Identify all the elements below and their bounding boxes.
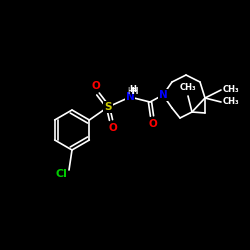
Text: N: N: [159, 90, 168, 100]
Text: H: H: [132, 86, 138, 96]
Text: N: N: [126, 92, 134, 102]
Text: CH₃: CH₃: [223, 98, 240, 106]
Text: Cl: Cl: [55, 169, 67, 179]
Text: H: H: [127, 88, 133, 96]
Text: S: S: [104, 102, 112, 112]
Text: H: H: [130, 84, 136, 94]
Text: CH₃: CH₃: [223, 86, 240, 94]
Text: CH₃: CH₃: [180, 82, 196, 92]
Text: O: O: [108, 123, 118, 133]
Text: O: O: [92, 81, 100, 91]
Text: O: O: [148, 119, 158, 129]
